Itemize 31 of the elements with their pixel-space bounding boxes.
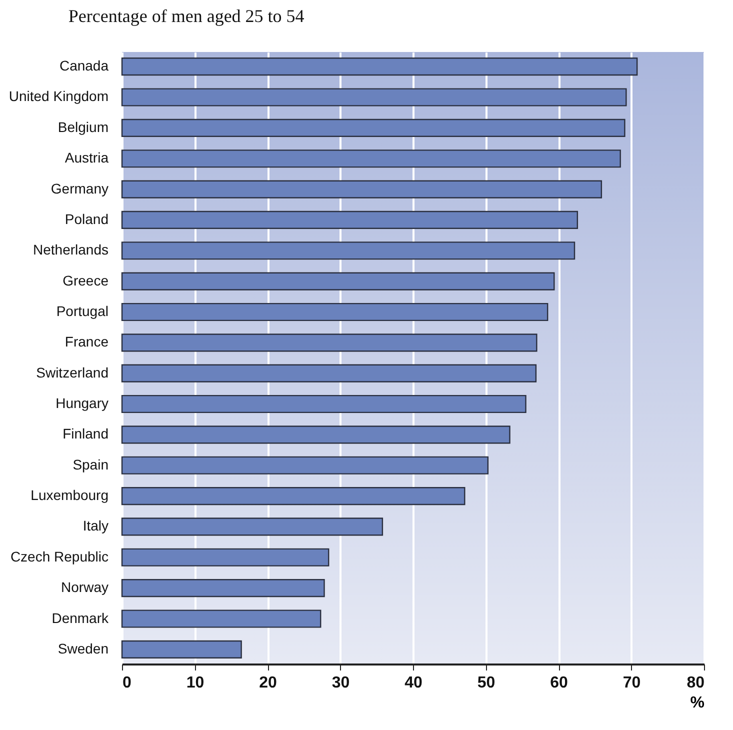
y-tick-label: United Kingdom: [8, 88, 108, 104]
y-tick-label: France: [64, 334, 109, 350]
x-tick-label: 70: [622, 674, 641, 692]
y-tick-label: Luxembourg: [30, 487, 108, 504]
y-tick-label: Czech Republic: [10, 548, 108, 564]
y-tick-label: Denmark: [52, 610, 110, 626]
y-tick-label: Belgium: [58, 118, 108, 135]
y-tick-label: Switzerland: [36, 364, 108, 380]
y-tick-label: Sweden: [58, 640, 108, 656]
y-tick-label: Germany: [50, 180, 108, 196]
y-tick-label: Poland: [64, 210, 108, 227]
chart-title: Percentage of men aged 25 to 54: [68, 6, 304, 26]
x-axis-title: %: [690, 694, 704, 712]
x-tick-label: 80: [686, 674, 705, 692]
x-tick-label: 50: [477, 674, 496, 692]
y-tick-label: Italy: [82, 518, 108, 534]
y-tick-label: Spain: [72, 456, 108, 472]
x-tick-label: 10: [186, 674, 204, 692]
y-tick-label: Norway: [61, 579, 108, 596]
y-tick-label: Austria: [64, 150, 109, 166]
x-tick-label: 60: [550, 674, 568, 692]
x-tick-label: 20: [259, 674, 277, 692]
y-tick-label: Finland: [62, 426, 108, 442]
y-tick-label: Netherlands: [33, 242, 108, 258]
y-tick-label: Greece: [62, 272, 109, 288]
y-tick-label: Portugal: [56, 302, 108, 319]
y-tick-label: Hungary: [56, 395, 108, 412]
x-tick-label: 40: [404, 674, 422, 692]
y-tick-label: Canada: [59, 58, 109, 74]
x-tick-label: 0: [122, 674, 132, 692]
x-tick-label: 30: [332, 674, 350, 692]
